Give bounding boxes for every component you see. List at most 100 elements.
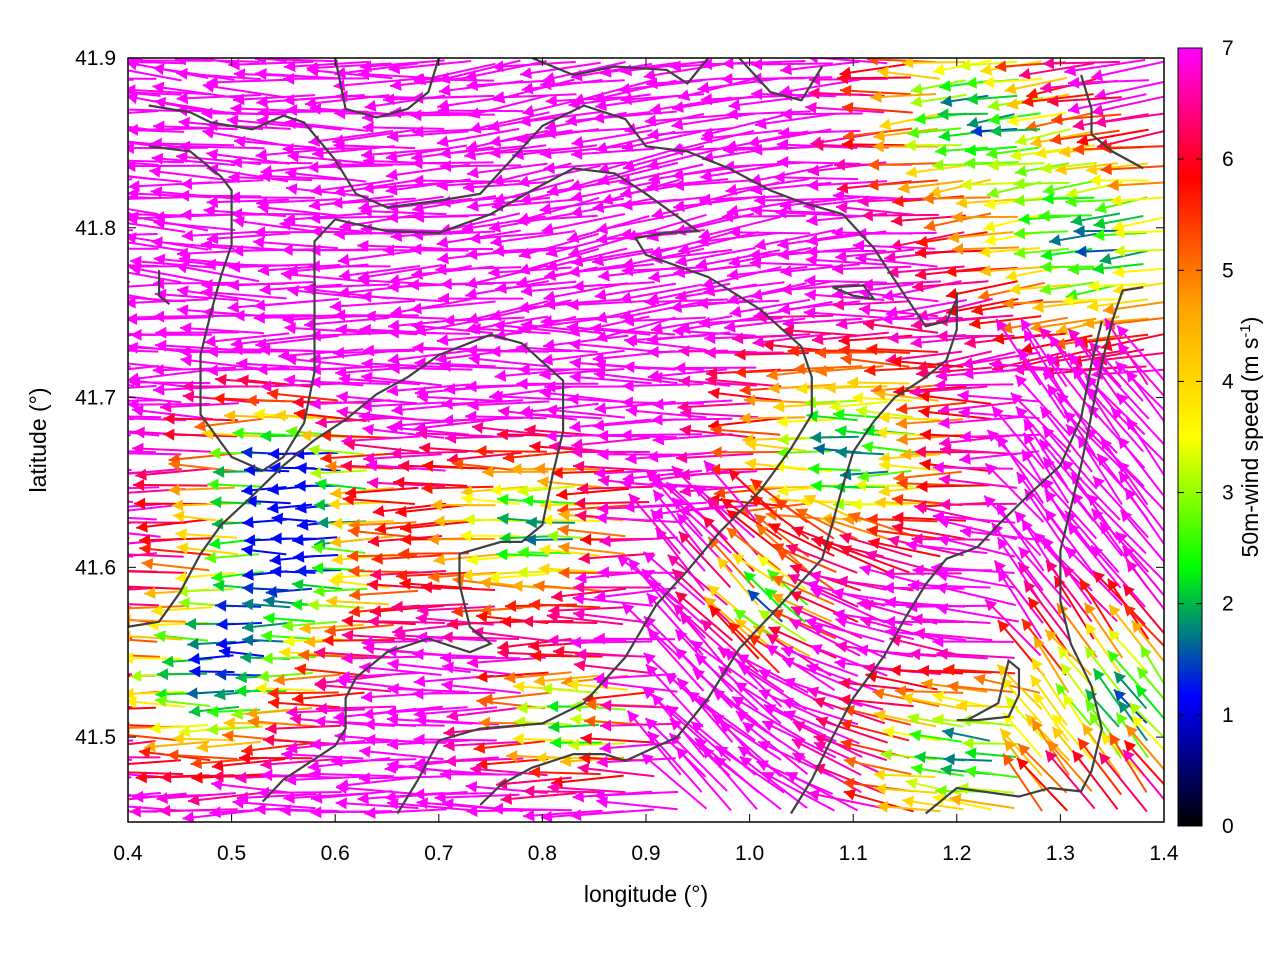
- wind-vector: [437, 104, 524, 117]
- wind-vector: [141, 558, 210, 572]
- wind-vector: [441, 679, 521, 694]
- wind-vector: [722, 58, 806, 70]
- wind-vector: [1081, 723, 1122, 778]
- wind-vector: [128, 299, 135, 302]
- wind-vector: [679, 484, 758, 497]
- wind-vector: [592, 110, 678, 124]
- wind-vector: [172, 732, 236, 745]
- wind-vector: [907, 126, 962, 139]
- wind-vector: [497, 512, 547, 525]
- wind-vector: [388, 60, 472, 75]
- wind-vector: [1092, 475, 1149, 539]
- wind-vector: [841, 102, 913, 114]
- wind-vector: [1008, 283, 1071, 296]
- wind-vector: [995, 318, 1042, 386]
- wind-vector: [573, 581, 652, 594]
- wind-vector: [443, 314, 525, 327]
- wind-vector: [128, 110, 159, 114]
- wind-vector: [1004, 695, 1045, 741]
- wind-vector: [846, 376, 910, 389]
- wind-vector: [128, 365, 159, 371]
- wind-vector: [325, 460, 393, 473]
- x-tick-label: 0.6: [321, 842, 350, 865]
- wind-vector: [1004, 77, 1067, 95]
- wind-vector: [913, 627, 993, 642]
- wind-vector: [571, 248, 654, 268]
- wind-vector: [710, 446, 781, 459]
- wind-vector: [1039, 406, 1093, 473]
- wind-vector: [387, 326, 470, 339]
- wind-vector: [857, 469, 912, 483]
- wind-vector: [878, 411, 940, 424]
- wind-vector: [488, 212, 574, 233]
- wind-vector: [1044, 508, 1095, 575]
- wind-vector: [128, 434, 131, 437]
- wind-vector: [567, 298, 651, 311]
- x-tick-label: 1.4: [1149, 842, 1179, 865]
- wind-vector: [128, 695, 186, 708]
- y-tick-label: 41.7: [75, 387, 116, 410]
- wind-vector: [546, 610, 624, 626]
- wind-vector: [777, 156, 861, 168]
- wind-vector: [496, 548, 549, 561]
- wind-vector: [870, 91, 937, 103]
- contour-line: [128, 333, 565, 803]
- wind-vector: [909, 648, 988, 661]
- wind-vector: [557, 524, 626, 538]
- wind-vector: [848, 511, 914, 538]
- wind-vector: [983, 213, 1042, 233]
- wind-vector: [910, 79, 966, 95]
- wind-vector: [757, 609, 807, 642]
- wind-vector: [128, 178, 133, 181]
- wind-vector: [621, 264, 706, 277]
- wind-vector: [918, 390, 992, 405]
- wind-vector: [491, 802, 572, 815]
- wind-vector: [1128, 702, 1164, 739]
- wind-vector: [985, 146, 1040, 160]
- wind-vector: [803, 307, 884, 319]
- wind-vector: [935, 144, 989, 157]
- wind-vector: [547, 634, 627, 647]
- wind-vector: [362, 121, 445, 134]
- wind-vector: [259, 170, 342, 183]
- wind-vector: [842, 127, 913, 142]
- wind-vector: [128, 84, 210, 97]
- wind-vector: [466, 79, 550, 92]
- wind-vector: [180, 177, 264, 190]
- wind-vector: [909, 729, 963, 743]
- wind-vector: [358, 410, 443, 423]
- wind-vector: [892, 511, 967, 524]
- wind-vector: [292, 534, 338, 546]
- wind-vector: [255, 682, 316, 695]
- wind-vector: [773, 400, 836, 413]
- colorbar-tick-label: 5: [1222, 259, 1234, 282]
- wind-vector: [876, 66, 940, 80]
- wind-vector: [206, 232, 291, 245]
- wind-vector: [762, 771, 835, 812]
- wind-vector: [572, 460, 650, 473]
- colorbar-tick-label: 1: [1222, 704, 1234, 727]
- wind-vector: [308, 444, 365, 457]
- wind-vector: [216, 637, 262, 650]
- wind-vector: [546, 178, 629, 197]
- wind-vector: [674, 628, 734, 693]
- wind-vector: [651, 413, 733, 426]
- wind-vector: [320, 452, 393, 464]
- wind-vector: [1067, 93, 1147, 115]
- wind-vector: [810, 587, 886, 624]
- wind-vector: [768, 626, 837, 659]
- wind-vector: [910, 93, 967, 108]
- wind-vector: [1053, 334, 1123, 350]
- wind-vector: [151, 236, 235, 250]
- wind-vector: [945, 280, 1018, 300]
- wind-vector: [385, 144, 468, 163]
- wind-vector: [1054, 682, 1092, 727]
- wind-vector: [907, 712, 964, 728]
- wind-vector: [128, 60, 186, 65]
- wind-vector: [544, 380, 627, 393]
- wind-vector: [309, 397, 391, 410]
- wind-vector: [438, 292, 524, 305]
- wind-vector: [128, 585, 182, 590]
- wind-vector: [1110, 194, 1164, 207]
